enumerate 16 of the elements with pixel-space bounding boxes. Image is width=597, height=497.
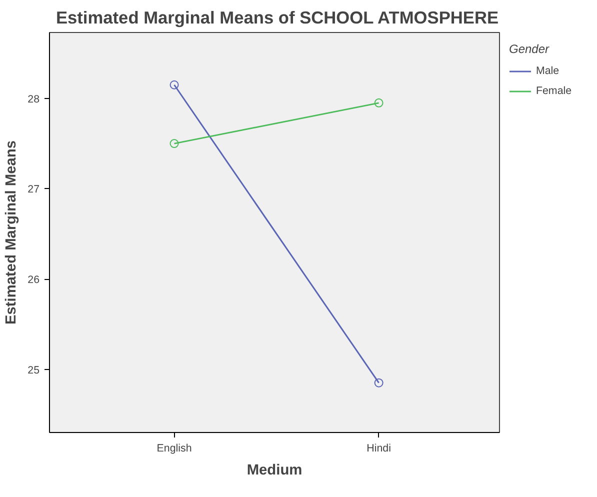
y-axis-title: Estimated Marginal Means	[4, 140, 20, 325]
point	[374, 378, 384, 388]
point	[374, 98, 384, 108]
legend-title: Gender	[509, 42, 550, 56]
y-tick-label: 28	[28, 93, 40, 106]
point	[170, 139, 179, 148]
x-axis-title: Medium	[246, 462, 302, 478]
x-tick-label: Hindi	[366, 442, 391, 454]
y-tick-label: 25	[28, 364, 40, 376]
legend-label: Female	[536, 85, 572, 97]
point	[170, 80, 179, 90]
legend-label: Male	[536, 65, 560, 77]
y-tick-label: 27	[28, 184, 40, 196]
y-tick-label: 26	[28, 274, 40, 286]
chart-title: Estimated Marginal Means of SCHOOL ATMOSPHERE	[56, 8, 499, 28]
x-tick-label: English	[156, 442, 192, 454]
